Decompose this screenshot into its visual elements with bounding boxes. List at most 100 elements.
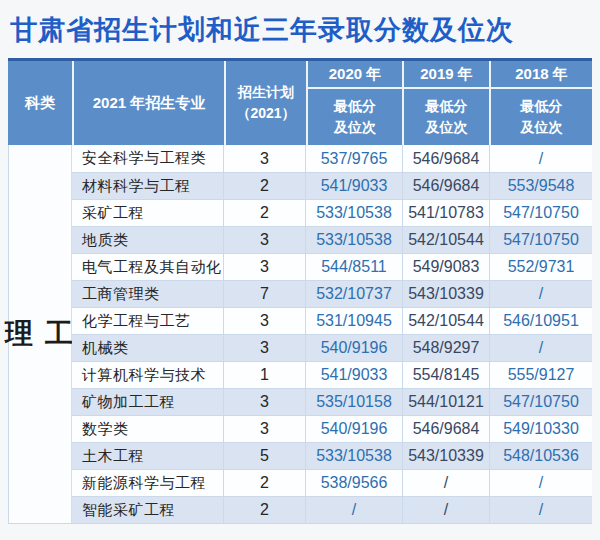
admission-table: 科类 2021 年招生专业 招生计划 （2021） 2020 年 最低分 及位次… — [8, 58, 592, 524]
score-2019-cell: / — [403, 470, 490, 496]
min-score-label: 最低分 — [521, 96, 563, 117]
table-row: 采矿工程2533/10538541/10783547/10750 — [72, 199, 592, 226]
major-cell: 材料科学与工程 — [72, 173, 224, 199]
score-2018-cell: 548/10536 — [490, 443, 592, 469]
plan-cell: 3 — [224, 145, 306, 172]
score-2019-cell: 543/10339 — [403, 281, 490, 307]
header-year-2020-sub: 最低分 及位次 — [308, 89, 402, 145]
score-2020-cell: 535/10158 — [306, 389, 403, 415]
major-cell: 采矿工程 — [72, 200, 224, 226]
major-cell: 智能采矿工程 — [72, 497, 224, 523]
table-row: 机械类3540/9196548/9297/ — [72, 334, 592, 361]
header-year-2018-label: 2018 年 — [491, 61, 592, 89]
header-plan-line2: （2021） — [236, 103, 295, 124]
score-2020-cell: 533/10538 — [306, 443, 403, 469]
table-row: 数学类3540/9196546/9684549/10330 — [72, 415, 592, 442]
header-category: 科类 — [8, 61, 72, 145]
score-2019-cell: 554/8145 — [403, 362, 490, 388]
rank-label: 及位次 — [334, 117, 376, 138]
major-cell: 矿物加工工程 — [72, 389, 224, 415]
major-cell: 机械类 — [72, 335, 224, 361]
score-2020-cell: 532/10737 — [306, 281, 403, 307]
rank-label: 及位次 — [521, 117, 563, 138]
plan-cell: 7 — [224, 281, 306, 307]
score-2018-cell: 547/10750 — [490, 389, 592, 415]
table-header: 科类 2021 年招生专业 招生计划 （2021） 2020 年 最低分 及位次… — [8, 58, 592, 145]
header-year-2019: 2019 年 最低分 及位次 — [402, 61, 489, 145]
score-2020-cell: 544/8511 — [306, 254, 403, 280]
header-major: 2021 年招生专业 — [72, 61, 224, 145]
score-2019-cell: 541/10783 — [403, 200, 490, 226]
header-plan: 招生计划 （2021） — [224, 61, 306, 145]
score-2018-cell: 552/9731 — [490, 254, 592, 280]
rank-label: 及位次 — [426, 117, 468, 138]
score-2020-cell: 533/10538 — [306, 200, 403, 226]
header-plan-line1: 招生计划 — [238, 82, 294, 103]
min-score-label: 最低分 — [426, 96, 468, 117]
table-row: 电气工程及其自动化3544/8511549/9083552/9731 — [72, 253, 592, 280]
header-year-2019-label: 2019 年 — [404, 61, 489, 89]
score-2019-cell: 543/10339 — [403, 443, 490, 469]
table-row: 矿物加工工程3535/10158544/10121547/10750 — [72, 388, 592, 415]
score-2018-cell: / — [490, 497, 592, 523]
page: 甘肃省招生计划和近三年录取分数及位次 科类 2021 年招生专业 招生计划 （2… — [0, 0, 600, 540]
score-2018-cell: 553/9548 — [490, 173, 592, 199]
major-cell: 新能源科学与工程 — [72, 470, 224, 496]
score-2019-cell: 542/10544 — [403, 227, 490, 253]
major-cell: 电气工程及其自动化 — [72, 254, 224, 280]
table-row: 工商管理类7532/10737543/10339/ — [72, 280, 592, 307]
table-row: 新能源科学与工程2538/9566// — [72, 469, 592, 496]
plan-cell: 2 — [224, 200, 306, 226]
table-row: 计算机科学与技术1541/9033554/8145555/9127 — [72, 361, 592, 388]
table-row: 材料科学与工程2541/9033546/9684553/9548 — [72, 172, 592, 199]
table-rows: 安全科学与工程类3537/9765546/9684/材料科学与工程2541/90… — [72, 145, 592, 523]
plan-cell: 3 — [224, 254, 306, 280]
score-2018-cell: 549/10330 — [490, 416, 592, 442]
min-score-label: 最低分 — [334, 96, 376, 117]
table-body: 理 工 安全科学与工程类3537/9765546/9684/材料科学与工程254… — [8, 145, 592, 524]
plan-cell: 3 — [224, 416, 306, 442]
header-year-2020: 2020 年 最低分 及位次 — [306, 61, 402, 145]
score-2019-cell: 546/9684 — [403, 416, 490, 442]
score-2019-cell: 548/9297 — [403, 335, 490, 361]
header-year-2019-sub: 最低分 及位次 — [404, 89, 489, 145]
plan-cell: 3 — [224, 389, 306, 415]
major-cell: 安全科学与工程类 — [72, 145, 224, 172]
score-2020-cell: 540/9196 — [306, 416, 403, 442]
plan-cell: 3 — [224, 308, 306, 334]
table-row: 地质类3533/10538542/10544547/10750 — [72, 226, 592, 253]
table-row: 土木工程5533/10538543/10339548/10536 — [72, 442, 592, 469]
score-2020-cell: 533/10538 — [306, 227, 403, 253]
score-2019-cell: 546/9684 — [403, 173, 490, 199]
plan-cell: 2 — [224, 470, 306, 496]
major-cell: 计算机科学与技术 — [72, 362, 224, 388]
score-2018-cell: / — [490, 145, 592, 172]
score-2019-cell: / — [403, 497, 490, 523]
score-2018-cell: 555/9127 — [490, 362, 592, 388]
score-2019-cell: 549/9083 — [403, 254, 490, 280]
major-cell: 数学类 — [72, 416, 224, 442]
table-row: 化学工程与工艺3531/10945542/10544546/10951 — [72, 307, 592, 334]
score-2018-cell: 547/10750 — [490, 227, 592, 253]
plan-cell: 2 — [224, 173, 306, 199]
score-2020-cell: / — [306, 497, 403, 523]
major-cell: 工商管理类 — [72, 281, 224, 307]
major-cell: 土木工程 — [72, 443, 224, 469]
score-2020-cell: 538/9566 — [306, 470, 403, 496]
score-2018-cell: / — [490, 470, 592, 496]
table-row: 智能采矿工程2/// — [72, 496, 592, 523]
score-2018-cell: 547/10750 — [490, 200, 592, 226]
plan-cell: 2 — [224, 497, 306, 523]
plan-cell: 3 — [224, 227, 306, 253]
score-2020-cell: 540/9196 — [306, 335, 403, 361]
score-2019-cell: 542/10544 — [403, 308, 490, 334]
header-year-2018: 2018 年 最低分 及位次 — [489, 61, 592, 145]
score-2020-cell: 541/9033 — [306, 362, 403, 388]
score-2020-cell: 541/9033 — [306, 173, 403, 199]
score-2019-cell: 546/9684 — [403, 145, 490, 172]
plan-cell: 3 — [224, 335, 306, 361]
plan-cell: 5 — [224, 443, 306, 469]
page-title: 甘肃省招生计划和近三年录取分数及位次 — [10, 12, 514, 48]
plan-cell: 1 — [224, 362, 306, 388]
score-2018-cell: / — [490, 281, 592, 307]
